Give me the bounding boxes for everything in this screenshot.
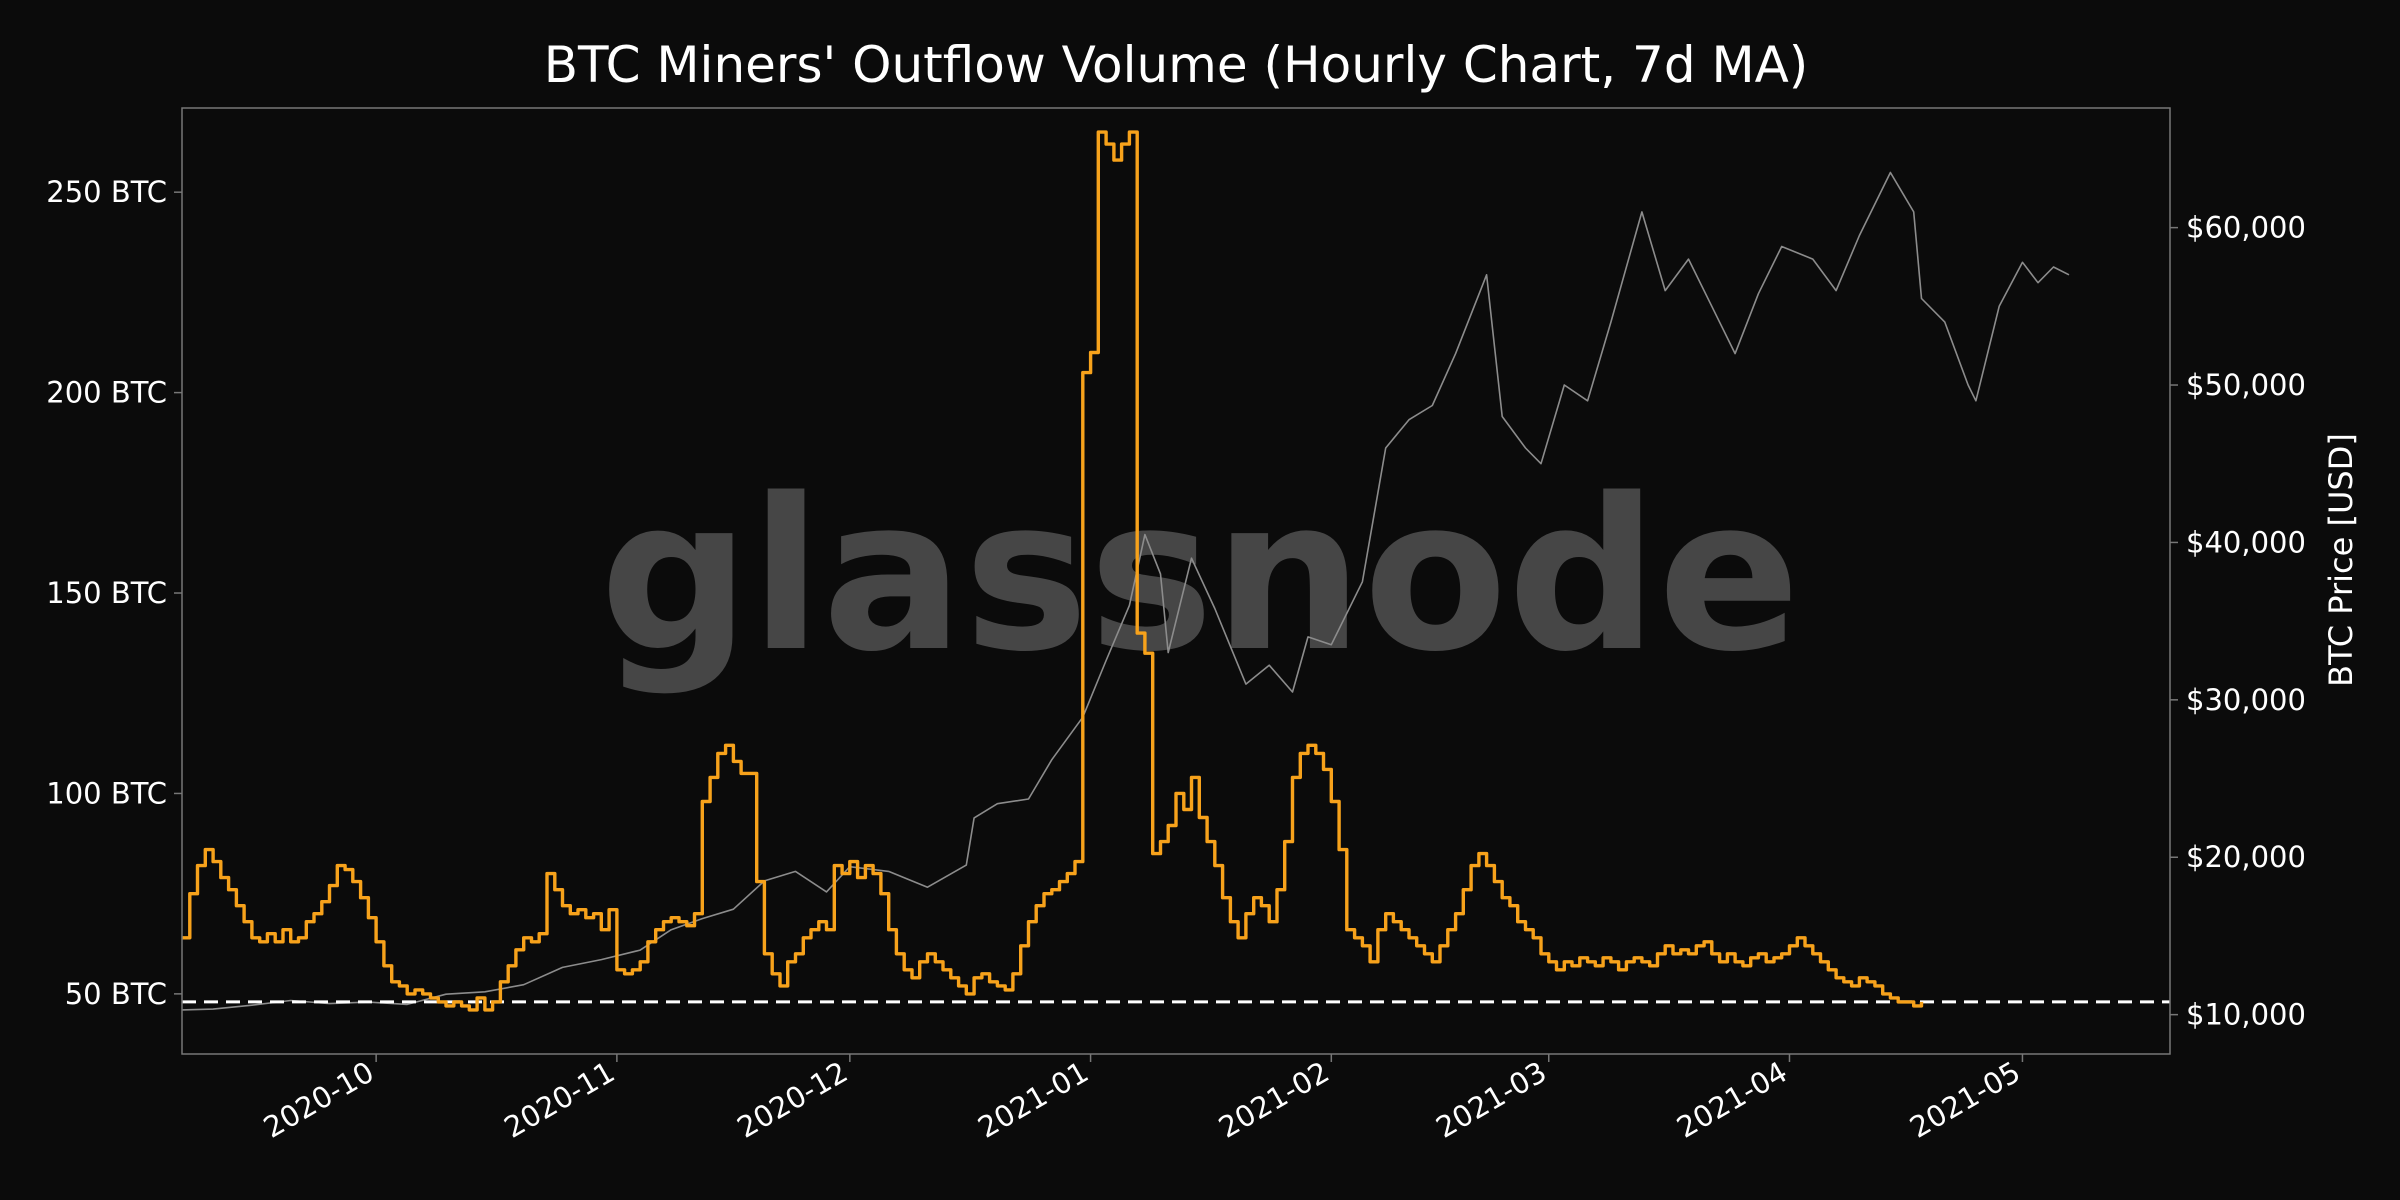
right-tick-label: $60,000 [2186, 211, 2306, 245]
right-tick-label: $10,000 [2186, 998, 2306, 1032]
left-tick-label: 250 BTC [46, 175, 167, 209]
plot-area [181, 130, 2170, 1012]
chart-title: BTC Miners' Outflow Volume (Hourly Chart… [544, 36, 1809, 94]
right-tick-label: $20,000 [2186, 840, 2306, 874]
left-tick-label: 50 BTC [65, 977, 167, 1011]
right-tick-label: $40,000 [2186, 525, 2306, 559]
right-tick-label: $30,000 [2186, 683, 2306, 717]
right-axis-label: BTC Price [USD] [2322, 433, 2360, 687]
left-tick-label: 100 BTC [46, 776, 167, 810]
left-tick-label: 200 BTC [46, 376, 167, 410]
price-line [181, 171, 2070, 1011]
right-tick-label: $50,000 [2186, 368, 2306, 402]
outflow-line [182, 130, 1924, 1012]
left-tick-label: 150 BTC [46, 576, 167, 610]
plot-frame [181, 107, 2171, 1055]
